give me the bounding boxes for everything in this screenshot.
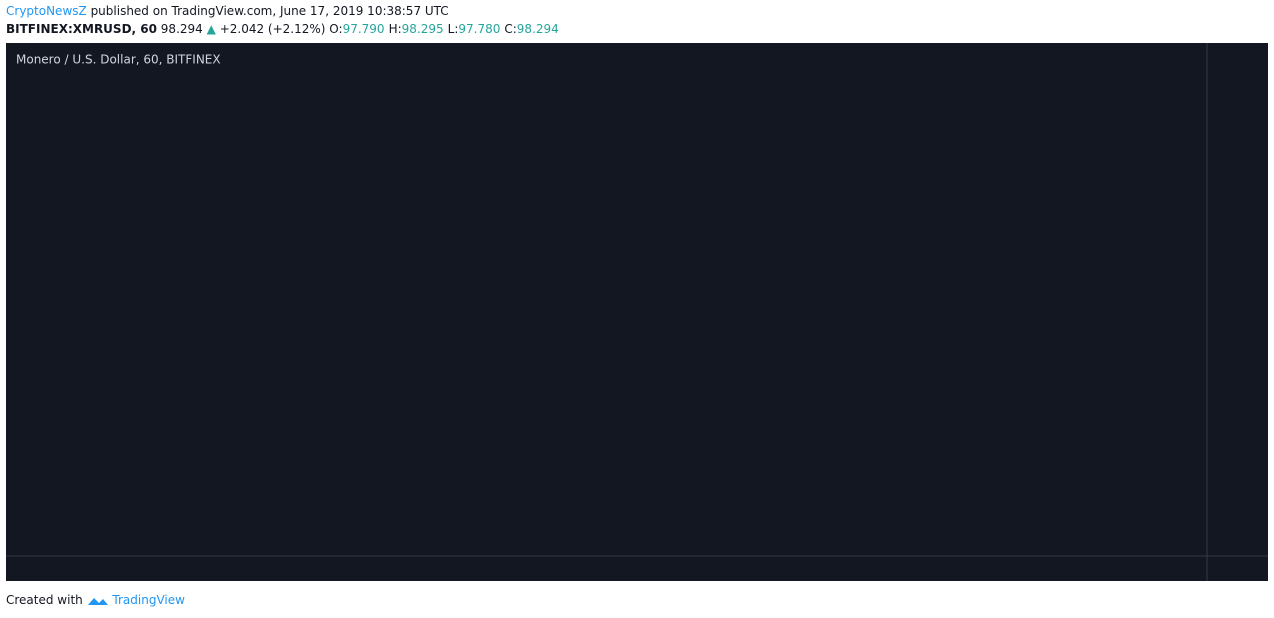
ohlc-value: 97.780 — [458, 22, 501, 36]
ohlc-value: 97.790 — [342, 22, 385, 36]
header-line: CryptoNewsZ published on TradingView.com… — [6, 4, 449, 18]
ohlc-label: C: — [504, 22, 517, 36]
symbol: BITFINEX:XMRUSD, 60 — [6, 22, 157, 36]
ohlc: O:97.790 H:98.295 L:97.780 C:98.294 — [329, 22, 563, 36]
published: published on TradingView.com, June 17, 2… — [90, 4, 449, 18]
symbol-line: BITFINEX:XMRUSD, 60 98.294 ▲ +2.042 (+2.… — [6, 22, 563, 36]
ohlc-label: L: — [447, 22, 459, 36]
ohlc-value: 98.295 — [401, 22, 444, 36]
chart-background — [6, 43, 1268, 581]
footer-prefix: Created with — [6, 593, 83, 607]
ohlc-value: 98.294 — [516, 22, 559, 36]
ohlc-label: H: — [388, 22, 402, 36]
publisher[interactable]: CryptoNewsZ — [6, 4, 87, 18]
logo — [87, 597, 108, 605]
ohlc-label: O: — [329, 22, 343, 36]
price: 98.294 — [160, 22, 203, 36]
footer-brand[interactable]: TradingView — [112, 593, 185, 607]
footer: Created with TradingView — [6, 593, 185, 607]
change: +2.042 (+2.12%) — [219, 22, 326, 36]
up-icon: ▲ — [206, 22, 216, 36]
chart: Monero / U.S. Dollar, 60, BITFINEX — [6, 43, 1268, 581]
chart-title: Monero / U.S. Dollar, 60, BITFINEX — [16, 53, 221, 67]
